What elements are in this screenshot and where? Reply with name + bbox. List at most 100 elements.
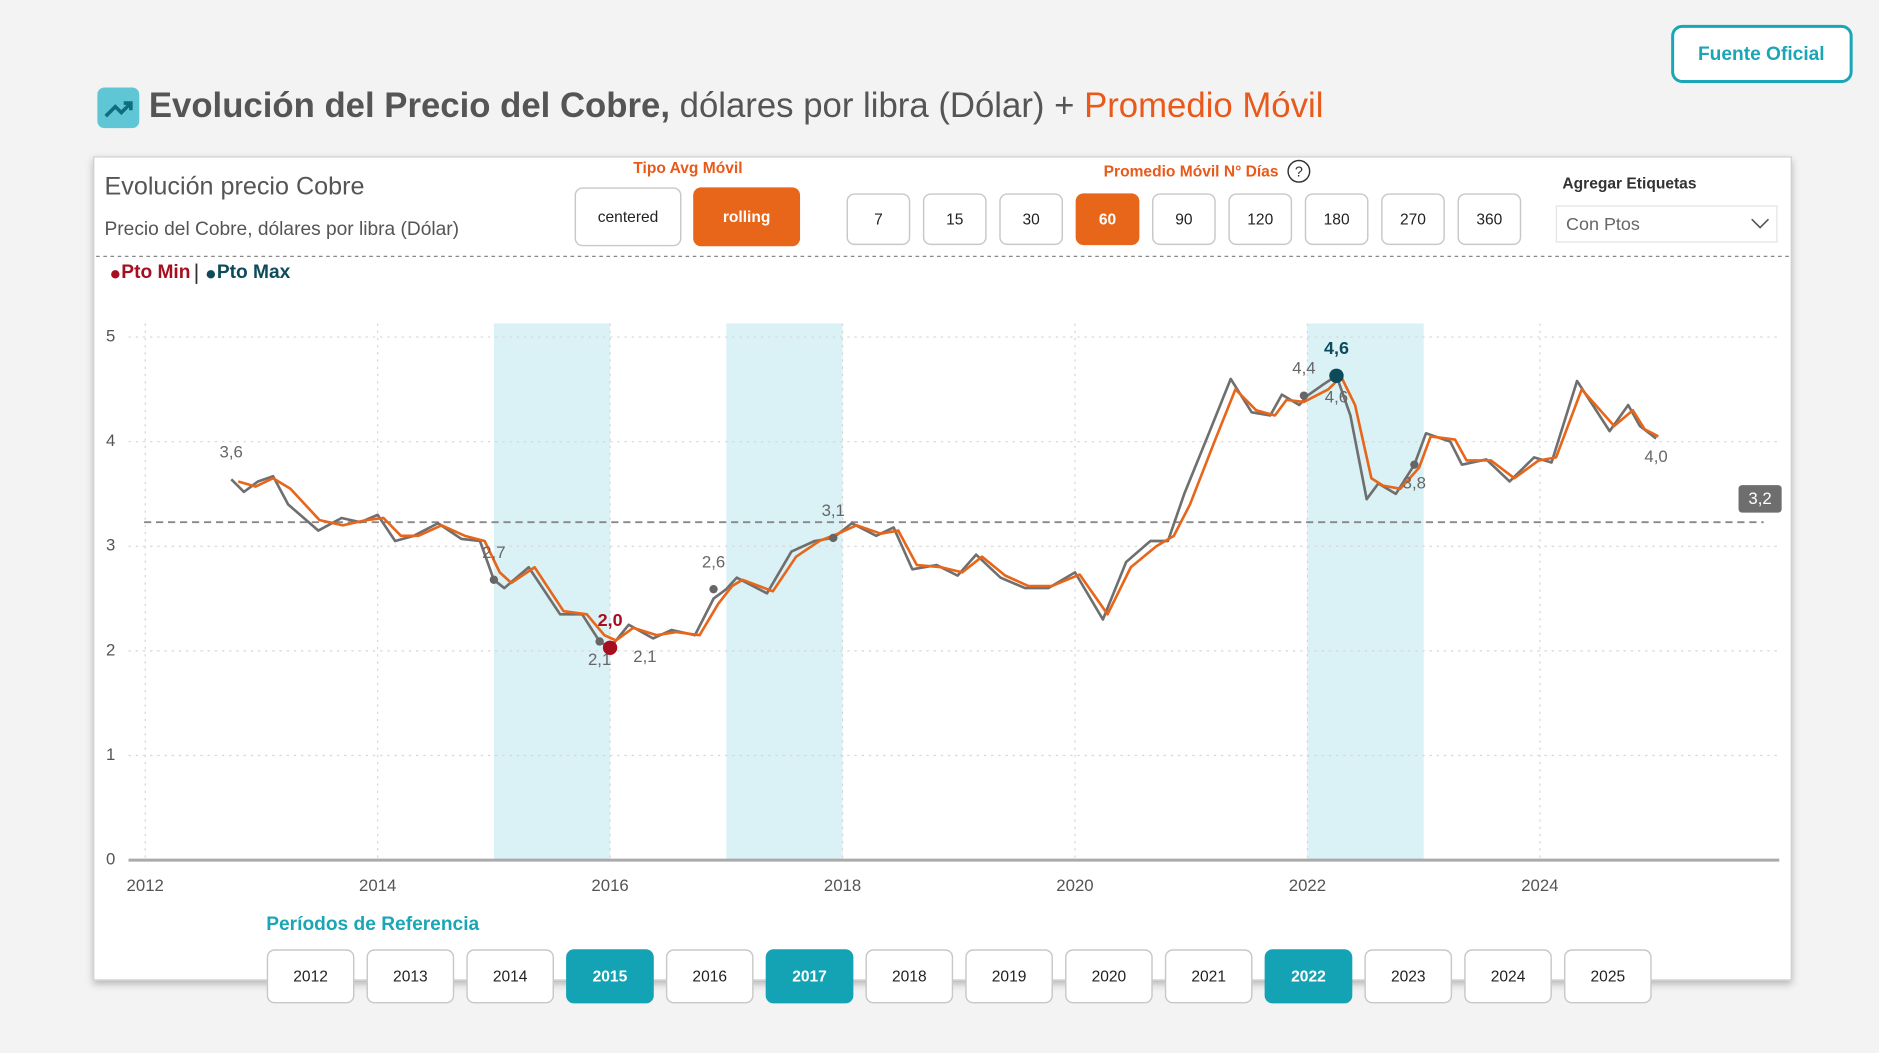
days-option-label[interactable]: 360 [1476,212,1502,229]
x-tick-label: 2020 [1056,876,1093,895]
labels-dropdown[interactable]: Con Ptos [1555,205,1778,243]
avg-type-option-label[interactable]: centered [598,209,659,226]
period-button-label[interactable]: 2025 [1591,969,1626,986]
annotation-label: 2,0 [598,610,623,630]
help-icon [1287,159,1311,183]
period-button[interactable]: 2021 [1164,949,1253,1004]
annotation-label: 3,1 [822,501,845,520]
days-option-box[interactable] [1304,193,1369,246]
x-tick-label: 2012 [127,876,164,895]
days-option[interactable]: 270 [1381,193,1445,246]
period-button-box[interactable] [1464,949,1552,1004]
period-button-box[interactable] [366,949,455,1004]
period-button-label[interactable]: 2021 [1191,969,1226,986]
avg-type-option[interactable]: centered [574,187,682,247]
period-button-label[interactable]: 2017 [792,969,827,986]
period-button[interactable]: 2013 [366,949,455,1004]
period-button-box[interactable] [865,949,954,1004]
period-button-label[interactable]: 2023 [1391,969,1426,986]
period-button-label[interactable]: 2019 [992,969,1027,986]
period-button[interactable]: 2017 [765,949,854,1004]
days-option-label[interactable]: 120 [1247,212,1273,229]
days-option-box[interactable] [1457,193,1522,246]
days-option-box[interactable] [1075,193,1140,246]
period-button[interactable]: 2016 [665,949,754,1004]
days-option-box[interactable] [999,193,1064,246]
labels-label: Agregar Etiquetas [1562,176,1696,193]
days-option-label[interactable]: 15 [946,212,963,229]
x-tick-label: 2024 [1521,876,1558,895]
days-option-label[interactable]: 90 [1175,212,1193,229]
period-button-box[interactable] [466,949,554,1004]
period-button[interactable]: 2014 [466,949,554,1004]
days-option-box[interactable] [922,193,987,246]
avg-type-label: Tipo Avg Móvil [633,160,742,177]
days-option-box[interactable] [1381,193,1445,246]
page-title: Evolución del Precio del Cobre, dólares … [149,87,1324,125]
annotation-dot [595,637,604,646]
avg-type-option-box[interactable] [574,187,682,247]
annotation-dot [1329,368,1344,383]
period-button-box[interactable] [566,949,654,1004]
period-button-box[interactable] [1563,949,1652,1004]
days-option[interactable]: 360 [1457,193,1522,246]
period-button[interactable]: 2022 [1264,949,1353,1004]
period-button[interactable]: 2025 [1563,949,1652,1004]
period-button-box[interactable] [1364,949,1453,1004]
days-option[interactable]: 7 [846,193,911,246]
y-tick-label: 3 [106,536,115,555]
days-option[interactable]: 180 [1304,193,1369,246]
days-option-box[interactable] [1228,193,1293,246]
card-subtitle: Precio del Cobre, dólares por libra (Dól… [105,219,460,240]
period-button-label[interactable]: 2020 [1092,969,1127,986]
days-option-label[interactable]: 30 [1022,212,1040,229]
period-button-label[interactable]: 2014 [493,969,528,986]
avg-type-option-label[interactable]: rolling [723,209,771,226]
days-option-label[interactable]: 7 [874,212,883,229]
period-button-label[interactable]: 2012 [293,969,328,986]
days-option-label[interactable]: 270 [1400,212,1426,229]
title-rest: dólares por libra (Dólar) + [670,87,1084,125]
period-button-label[interactable]: 2016 [692,969,727,986]
period-button-label[interactable]: 2024 [1491,969,1526,986]
days-option[interactable]: 30 [999,193,1064,246]
days-option[interactable]: 60 [1075,193,1140,246]
period-button-box[interactable] [1264,949,1353,1004]
dropdown-value[interactable]: Con Ptos [1566,214,1640,234]
days-option[interactable]: 120 [1228,193,1293,246]
period-button-label[interactable]: 2018 [892,969,927,986]
period-button-box[interactable] [1065,949,1153,1004]
annotation-dot [709,584,718,594]
days-option[interactable]: 15 [922,193,987,246]
period-button-label[interactable]: 2015 [593,969,628,986]
period-button[interactable]: 2024 [1464,949,1552,1004]
days-option-box[interactable] [1152,193,1216,246]
period-button-box[interactable] [1164,949,1253,1004]
period-button-box[interactable] [965,949,1053,1004]
annotation-label: 4,4 [1292,359,1315,378]
period-button[interactable]: 2020 [1065,949,1153,1004]
dropdown-box[interactable] [1555,205,1778,243]
source-button-label[interactable]: Fuente Oficial [1698,44,1825,65]
avg-type-option-box[interactable] [693,187,801,247]
avg-type-option[interactable]: rolling [693,187,801,247]
period-button[interactable]: 2015 [566,949,654,1004]
days-option[interactable]: 90 [1152,193,1216,246]
days-option-box[interactable] [846,193,911,246]
period-button[interactable]: 2012 [266,949,355,1004]
period-button-box[interactable] [665,949,754,1004]
period-button-box[interactable] [765,949,854,1004]
days-option-label[interactable]: 60 [1099,212,1117,229]
period-button[interactable]: 2018 [865,949,954,1004]
card-title: Evolución precio Cobre [105,173,365,201]
period-button-label[interactable]: 2022 [1291,969,1326,986]
period-button[interactable]: 2019 [965,949,1053,1004]
period-button[interactable]: 2023 [1364,949,1453,1004]
days-option-label[interactable]: 180 [1324,212,1350,229]
source-button[interactable]: Fuente Oficial [1671,24,1853,83]
period-button-box[interactable] [266,949,355,1004]
series-line [237,375,1660,642]
source-button-box[interactable] [1671,24,1853,83]
period-button-label[interactable]: 2013 [393,969,428,986]
